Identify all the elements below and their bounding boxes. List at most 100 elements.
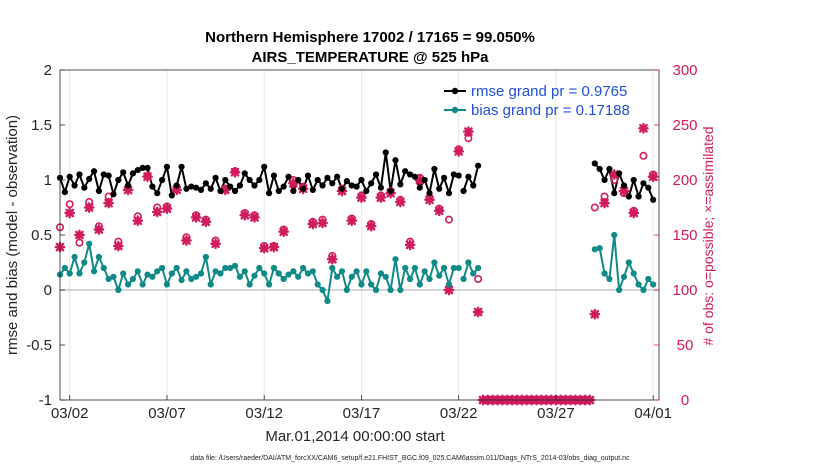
left-tick-label-3: 0.5 (31, 227, 52, 244)
rmse-point-2-10 (640, 180, 647, 187)
rmse-point-0-74 (416, 184, 423, 191)
bias-point-0-57 (334, 273, 341, 280)
rmse-point-0-64 (368, 180, 375, 187)
bias-point-0-37 (236, 273, 243, 280)
bias-point-0-58 (338, 268, 346, 275)
bias-point-0-41 (256, 264, 263, 272)
rmse-point-1-1 (465, 173, 472, 180)
bias-point-2-10 (640, 286, 647, 294)
obs-possible-point-40 (444, 215, 453, 224)
rmse-point-2-6 (620, 182, 628, 189)
bias-point-0-19 (149, 273, 156, 280)
rmse-point-0-43 (265, 190, 273, 197)
obs-assimilated-point-17 (219, 184, 231, 196)
bias-point-1-1 (465, 259, 472, 266)
bias-point-2-3 (606, 275, 613, 283)
right-tick-label-2: 100 (672, 282, 697, 299)
chart-title: Northern Hemisphere 17002 / 17165 = 99.0… (205, 29, 535, 46)
rmse-point-0-9 (100, 171, 107, 178)
rmse-point-0-16 (134, 167, 141, 174)
obs-assimilated-point-68 (599, 197, 610, 209)
rmse-point-0-4 (76, 171, 83, 178)
y2-axis-label: # of obs: o=possible; ×=assimilated (700, 126, 716, 345)
bias-point-0-20 (154, 268, 161, 275)
bias-point-0-59 (343, 286, 350, 294)
obs-assimilated-point-31 (356, 192, 367, 203)
left-tick-label-2: 0 (44, 282, 52, 299)
right-tick-label-1: 50 (677, 337, 694, 354)
obs-assimilated-point-73 (647, 171, 659, 183)
bias-point-0-13 (120, 270, 127, 277)
obs-assimilated-point-43 (472, 306, 484, 318)
obs-assimilated-point-30 (346, 215, 358, 227)
bias-point-0-21 (159, 264, 166, 272)
obs-assimilated-point-39 (433, 205, 445, 217)
bias-point-0-61 (353, 268, 360, 275)
obs-assimilated-point-69 (608, 169, 620, 180)
obs-possible-point-1 (65, 200, 74, 209)
obs-assimilated-point-70 (618, 185, 630, 197)
bias-point-0-60 (348, 273, 355, 280)
obs-possible-point-49 (639, 151, 648, 160)
rmse-point-0-45 (275, 187, 282, 195)
rmse-point-0-71 (402, 168, 409, 175)
rmse-point-0-1 (61, 189, 68, 196)
obs-assimilated-point-33 (375, 192, 387, 203)
rmse-point-0-77 (431, 165, 438, 173)
bias-point-1-3 (475, 264, 482, 272)
obs-assimilated-point-67 (589, 308, 601, 320)
legend-bias-label: bias grand pr = 0.17188 (471, 102, 630, 119)
rmse-point-0-3 (71, 182, 78, 189)
rmse-point-0-31 (207, 185, 214, 192)
bias-point-0-5 (81, 259, 88, 266)
x-tick-label-6: 04/01 (634, 405, 672, 422)
rmse-point-2-4 (611, 190, 618, 197)
rmse-point-0-32 (212, 174, 219, 181)
bias-point-2-6 (620, 273, 628, 280)
obs-assimilated-point-20 (249, 212, 260, 223)
bias-point-0-80 (445, 281, 453, 288)
bias-point-0-63 (363, 268, 370, 275)
bias-point-0-47 (285, 271, 292, 278)
obs-assimilated-point-18 (229, 166, 241, 178)
bias-point-0-45 (275, 270, 282, 277)
rmse-point-0-2 (66, 173, 73, 180)
bias-point-0-32 (212, 268, 219, 275)
left-axis-tick-labels: -1 -0.5 0 0.5 1 1.5 2 (26, 62, 52, 409)
bias-point-0-50 (300, 264, 307, 272)
right-tick-label-6: 300 (672, 62, 697, 79)
rmse-point-0-25 (178, 163, 185, 170)
rmse-point-0-48 (290, 187, 297, 195)
bias-point-0-40 (251, 272, 258, 279)
obs-assimilated-point-6 (112, 240, 124, 252)
rmse-point-0-41 (256, 176, 263, 184)
obs-assimilated-point-28 (326, 253, 338, 265)
obs-assimilated-point-38 (424, 194, 435, 206)
obs-assimilated-point-2 (74, 229, 85, 241)
bias-point-2-0 (591, 246, 598, 253)
bias-point-0-26 (183, 268, 190, 275)
obs-assimilated-point-3 (83, 202, 95, 213)
rmse-point-0-53 (314, 176, 321, 184)
bias-point-0-9 (100, 264, 107, 272)
rmse-point-0-11 (110, 191, 117, 198)
obs-assimilated-point-40 (443, 284, 455, 296)
obs-assimilated-point-72 (638, 122, 649, 134)
rmse-point-0-38 (241, 170, 248, 177)
bias-point-0-77 (431, 259, 438, 266)
bias-point-0-52 (309, 268, 316, 275)
obs-assimilated-point-41 (453, 146, 465, 157)
rmse-point-2-9 (635, 193, 642, 200)
rmse-point-0-80 (445, 190, 453, 197)
obs-assimilated-point-16 (210, 238, 221, 250)
bias-point-0-75 (421, 268, 428, 275)
rmse-point-0-24 (173, 182, 180, 189)
rmse-point-0-60 (348, 182, 355, 189)
bias-point-0-12 (115, 286, 122, 294)
obs-assimilated-point-13 (181, 235, 192, 246)
bias-point-0-17 (139, 281, 146, 288)
bias-point-0-30 (202, 253, 209, 261)
rmse-point-0-40 (251, 182, 258, 189)
bias-point-1-0 (460, 275, 467, 283)
rmse-point-0-47 (285, 173, 292, 180)
